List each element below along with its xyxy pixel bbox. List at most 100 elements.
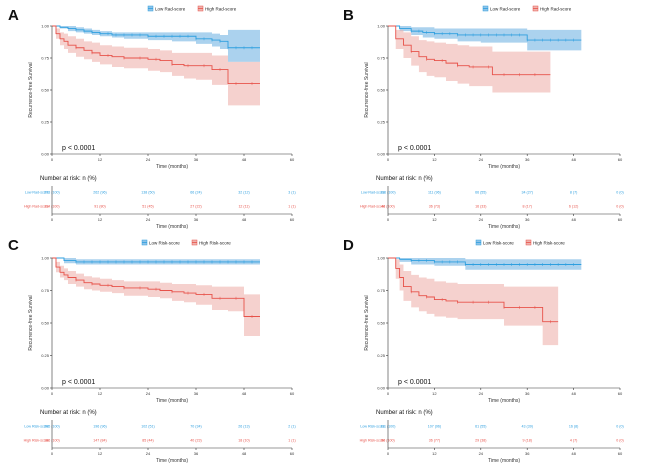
risk-x-axis-title: Time (months) [488,224,520,230]
risk-cell-high: 0 (0) [616,438,623,442]
risk-cell-low: 8 (7) [570,190,577,194]
risk-x-tick-label: 60 [290,217,295,222]
risk-cell-high: 29 (38) [475,438,486,442]
legend-label-high: High Rad-score [205,7,237,12]
x-tick-label: 24 [479,157,484,162]
legend-label-low: Low Risk-score [149,241,180,246]
risk-cell-high: 6 (12) [569,204,578,208]
risk-x-tick-label: 60 [618,451,623,456]
risk-table: Number at risk: n (%) Low Rad-score High R… [24,176,296,230]
risk-table: Number at risk: n (%) Low Rad-score High R… [360,176,624,230]
x-tick-label: 60 [290,157,295,162]
y-tick-label: 0.75 [377,288,386,293]
panel-c: C Low Risk-score High Risk-score 0.00 0.25 0.… [8,237,296,464]
risk-x-tick-label: 0 [387,451,390,456]
legend-label-low: Low Rad-score [155,7,186,12]
y-tick-label: 1.00 [377,255,386,260]
y-axis-title: Recurrence-free Survival [28,295,34,350]
x-tick-label: 60 [290,391,295,396]
ci-band-low [52,26,260,62]
y-tick-label: 0.50 [377,320,386,325]
risk-x-tick-label: 0 [51,451,54,456]
risk-table-title: Number at risk: n (%) [376,176,433,182]
ci-band-high [52,258,260,336]
x-tick-label: 12 [98,391,103,396]
risk-cell-high: 12 (11) [238,204,249,208]
x-tick-label: 36 [525,157,530,162]
x-tick-label: 0 [387,157,390,162]
legend: Low Rad-score High Rad-score [147,5,237,12]
risk-cell-high: 4 (7) [570,438,577,442]
y-tick-label: 0.50 [41,87,50,92]
risk-cell-high: 0 (0) [616,204,623,208]
legend-label-high: High Risk-score [199,241,231,246]
risk-cell-high: 85 (44) [142,438,153,442]
panel-b: B Low Rad-score High Rad-score 0.00 0.25 0.50… [343,5,624,230]
risk-row-label-high: High Rad-score [360,204,385,208]
risk-cell-low: 43 (39) [522,424,533,428]
risk-cell-high: 40 (23) [190,438,201,442]
panel-letter: A [8,7,19,24]
panel-letter: B [343,7,354,24]
risk-cell-low: 61 (55) [475,424,486,428]
survival-curve-high [52,257,260,317]
risk-row-label-high: High Risk-score [360,438,385,442]
risk-cell-high: 91 (80) [94,204,105,208]
risk-x-tick-label: 12 [432,451,437,456]
risk-x-tick-label: 0 [387,217,390,222]
risk-cell-high: 16 (33) [475,204,486,208]
risk-x-tick-label: 12 [98,451,103,456]
risk-row-label-low: Low Rad-score [25,190,49,194]
y-tick-label: 1.00 [377,23,386,28]
risk-cell-low: 34 (27) [522,190,533,194]
risk-table-title: Number at risk: n (%) [40,410,97,416]
y-tick-label: 0.00 [41,151,50,156]
risk-row-label-high: High Rad-score [24,204,49,208]
y-tick-label: 0.75 [377,55,386,60]
x-tick-label: 48 [571,391,576,396]
risk-x-tick-label: 12 [98,217,103,222]
risk-cell-low: 107 (96) [428,424,441,428]
x-tick-label: 36 [525,391,530,396]
risk-x-tick-label: 48 [571,451,576,456]
risk-table-title: Number at risk: n (%) [376,410,433,416]
risk-x-axis-title: Time (months) [488,458,520,464]
panel-d: D Low Risk-score High Risk-score 0.00 0.25 0.… [343,237,624,464]
x-axis-title: Time (months) [488,398,520,404]
risk-x-tick-label: 36 [525,451,530,456]
x-tick-label: 24 [479,391,484,396]
p-value: p < 0.0001 [398,145,431,152]
risk-cell-low: 70 (34) [190,424,201,428]
risk-x-tick-label: 36 [194,451,199,456]
y-tick-label: 1.00 [41,255,50,260]
risk-x-tick-label: 24 [146,217,151,222]
p-value: p < 0.0001 [62,145,95,152]
risk-cell-low: 66 (24) [190,190,201,194]
y-tick-label: 0.25 [377,353,386,358]
risk-x-tick-label: 24 [479,451,484,456]
risk-x-tick-label: 24 [479,217,484,222]
legend: Low Risk-score High Risk-score [141,239,231,246]
panel-letter: C [8,237,19,254]
panel-a: A Low Rad-score High Rad-score 0.00 0.25 0.50… [8,5,296,230]
x-tick-label: 0 [51,391,54,396]
risk-cell-low: 32 (12) [238,190,249,194]
y-axis-title: Recurrence-free Survival [364,62,370,117]
x-tick-label: 12 [432,391,437,396]
legend-label-high: High Rad-score [540,7,572,12]
y-tick-label: 0.25 [377,119,386,124]
legend-label-high: High Risk-score [533,241,565,246]
p-value: p < 0.0001 [398,379,431,386]
x-tick-label: 48 [242,391,247,396]
x-axis-title: Time (months) [156,164,188,170]
risk-cell-low: 138 (50) [141,190,154,194]
ci-band-high [388,26,551,93]
risk-cell-high: 1 (1) [288,438,295,442]
y-tick-label: 0.00 [41,385,50,390]
risk-row-label-low: Low Risk-score [360,424,385,428]
risk-table: Number at risk: n (%) Low Risk-score High … [360,410,624,464]
survival-curve-low [52,25,260,49]
risk-x-tick-label: 24 [146,451,151,456]
y-axis-title: Recurrence-free Survival [28,62,34,117]
